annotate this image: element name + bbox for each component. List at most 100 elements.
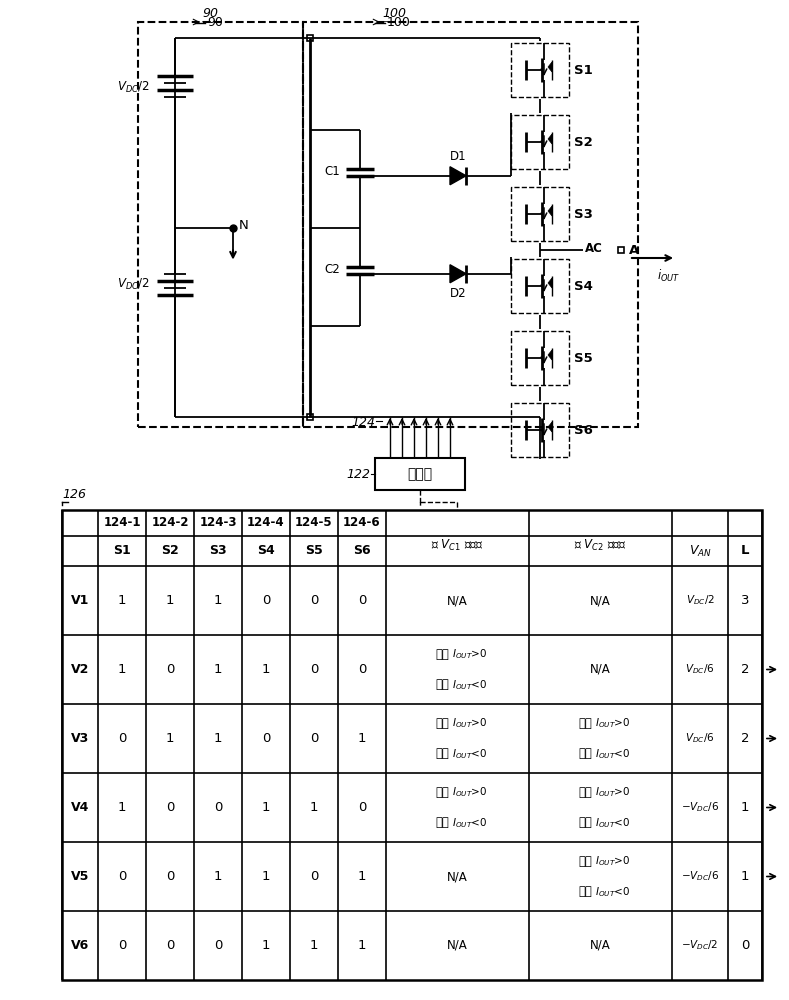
Text: 1: 1 xyxy=(262,939,271,952)
Bar xyxy=(375,458,465,490)
Text: $I_{OUT}$<0: $I_{OUT}$<0 xyxy=(596,747,631,761)
Text: V5: V5 xyxy=(71,870,89,883)
Text: 对 $V_{C2}$ 的影响: 对 $V_{C2}$ 的影响 xyxy=(574,537,627,553)
Text: 0: 0 xyxy=(262,594,270,607)
Text: C2: C2 xyxy=(324,263,340,276)
Text: 1: 1 xyxy=(214,594,222,607)
Text: 0: 0 xyxy=(214,801,222,814)
Text: 放电: 放电 xyxy=(436,816,450,829)
Text: S5: S5 xyxy=(574,352,593,364)
Text: S2: S2 xyxy=(161,544,179,558)
Text: S4: S4 xyxy=(257,544,275,558)
Text: $I_{OUT}$>0: $I_{OUT}$>0 xyxy=(596,716,631,730)
Text: 0: 0 xyxy=(310,663,318,676)
Text: 1: 1 xyxy=(310,939,318,952)
Text: 控制器: 控制器 xyxy=(407,467,432,481)
Text: $V_{DC}/6$: $V_{DC}/6$ xyxy=(685,732,715,745)
Text: $V_{AN}$: $V_{AN}$ xyxy=(689,543,712,559)
Bar xyxy=(303,22,638,427)
Text: 1: 1 xyxy=(357,939,366,952)
Text: S3: S3 xyxy=(209,544,226,558)
Bar xyxy=(618,247,624,253)
Text: S5: S5 xyxy=(305,544,323,558)
Text: N/A: N/A xyxy=(590,663,611,676)
Text: 124-2: 124-2 xyxy=(151,516,189,530)
Text: 90: 90 xyxy=(202,7,218,20)
Text: N/A: N/A xyxy=(590,594,611,607)
Text: 3: 3 xyxy=(741,594,750,607)
Text: $i_{OUT}$: $i_{OUT}$ xyxy=(657,268,681,284)
Text: V6: V6 xyxy=(71,939,89,952)
Text: 0: 0 xyxy=(358,594,366,607)
Text: 1: 1 xyxy=(357,732,366,745)
Polygon shape xyxy=(548,350,552,360)
Text: 1: 1 xyxy=(214,663,222,676)
Text: 1: 1 xyxy=(262,801,271,814)
Bar xyxy=(511,259,569,313)
Text: 1: 1 xyxy=(310,801,318,814)
Text: 1: 1 xyxy=(166,594,174,607)
Text: $I_{OUT}$<0: $I_{OUT}$<0 xyxy=(453,747,488,761)
Text: $I_{OUT}$>0: $I_{OUT}$>0 xyxy=(453,647,488,661)
Text: S6: S6 xyxy=(574,424,593,436)
Text: 1: 1 xyxy=(214,732,222,745)
Text: 124-1: 124-1 xyxy=(103,516,140,530)
Text: 0: 0 xyxy=(166,939,174,952)
Text: —: — xyxy=(202,17,211,26)
Text: $V_{DC}/2$: $V_{DC}/2$ xyxy=(686,594,714,607)
Text: 0: 0 xyxy=(118,939,126,952)
Text: $I_{OUT}$<0: $I_{OUT}$<0 xyxy=(453,816,488,830)
Polygon shape xyxy=(450,167,466,185)
Text: 100: 100 xyxy=(387,16,411,29)
Bar xyxy=(511,187,569,241)
Text: 放电: 放电 xyxy=(436,678,450,691)
Text: N/A: N/A xyxy=(447,594,468,607)
Text: S2: S2 xyxy=(574,135,593,148)
Text: 1: 1 xyxy=(214,870,222,883)
Text: S6: S6 xyxy=(353,544,371,558)
Text: D1: D1 xyxy=(450,150,466,163)
Text: 充电: 充电 xyxy=(579,885,593,898)
Text: 1: 1 xyxy=(166,732,174,745)
Text: AC: AC xyxy=(585,241,603,254)
Text: $I_{OUT}$<0: $I_{OUT}$<0 xyxy=(453,678,488,692)
Text: 0: 0 xyxy=(310,870,318,883)
Text: —: — xyxy=(382,17,391,26)
Text: S4: S4 xyxy=(574,279,593,292)
Text: $I_{OUT}$<0: $I_{OUT}$<0 xyxy=(596,885,631,899)
Text: $V_{DC}/2$: $V_{DC}/2$ xyxy=(117,79,149,95)
Text: V2: V2 xyxy=(71,663,89,676)
Text: 充电: 充电 xyxy=(436,648,450,661)
Text: $V_{DC}/6$: $V_{DC}/6$ xyxy=(685,663,715,676)
Text: 1: 1 xyxy=(262,663,271,676)
Text: 放电: 放电 xyxy=(579,717,593,730)
Text: 122: 122 xyxy=(346,468,370,481)
Text: 0: 0 xyxy=(358,801,366,814)
Text: 放电: 放电 xyxy=(436,717,450,730)
Text: 放电: 放电 xyxy=(579,855,593,868)
Text: 1: 1 xyxy=(118,594,126,607)
Text: 124-3: 124-3 xyxy=(200,516,237,530)
Text: 0: 0 xyxy=(214,939,222,952)
Text: N/A: N/A xyxy=(447,939,468,952)
Text: $I_{OUT}$>0: $I_{OUT}$>0 xyxy=(453,716,488,730)
Text: $I_{OUT}$>0: $I_{OUT}$>0 xyxy=(596,785,631,799)
Text: 126: 126 xyxy=(62,488,86,502)
Text: C1: C1 xyxy=(324,165,340,178)
Text: 对 $V_{C1}$ 的影响: 对 $V_{C1}$ 的影响 xyxy=(431,537,484,553)
Bar xyxy=(62,510,762,980)
Text: $I_{OUT}$>0: $I_{OUT}$>0 xyxy=(596,854,631,868)
Text: 0: 0 xyxy=(166,870,174,883)
Text: 1: 1 xyxy=(118,663,126,676)
Text: 充电: 充电 xyxy=(579,786,593,799)
Text: $-V_{DC}/6$: $-V_{DC}/6$ xyxy=(681,801,719,814)
Text: 放电: 放电 xyxy=(579,816,593,829)
Text: 124: 124 xyxy=(351,416,375,428)
Text: 1: 1 xyxy=(118,801,126,814)
Polygon shape xyxy=(548,134,552,144)
Text: N/A: N/A xyxy=(447,870,468,883)
Text: 充电: 充电 xyxy=(436,747,450,760)
Bar xyxy=(307,35,313,41)
Text: N: N xyxy=(239,219,249,232)
Bar xyxy=(511,331,569,385)
